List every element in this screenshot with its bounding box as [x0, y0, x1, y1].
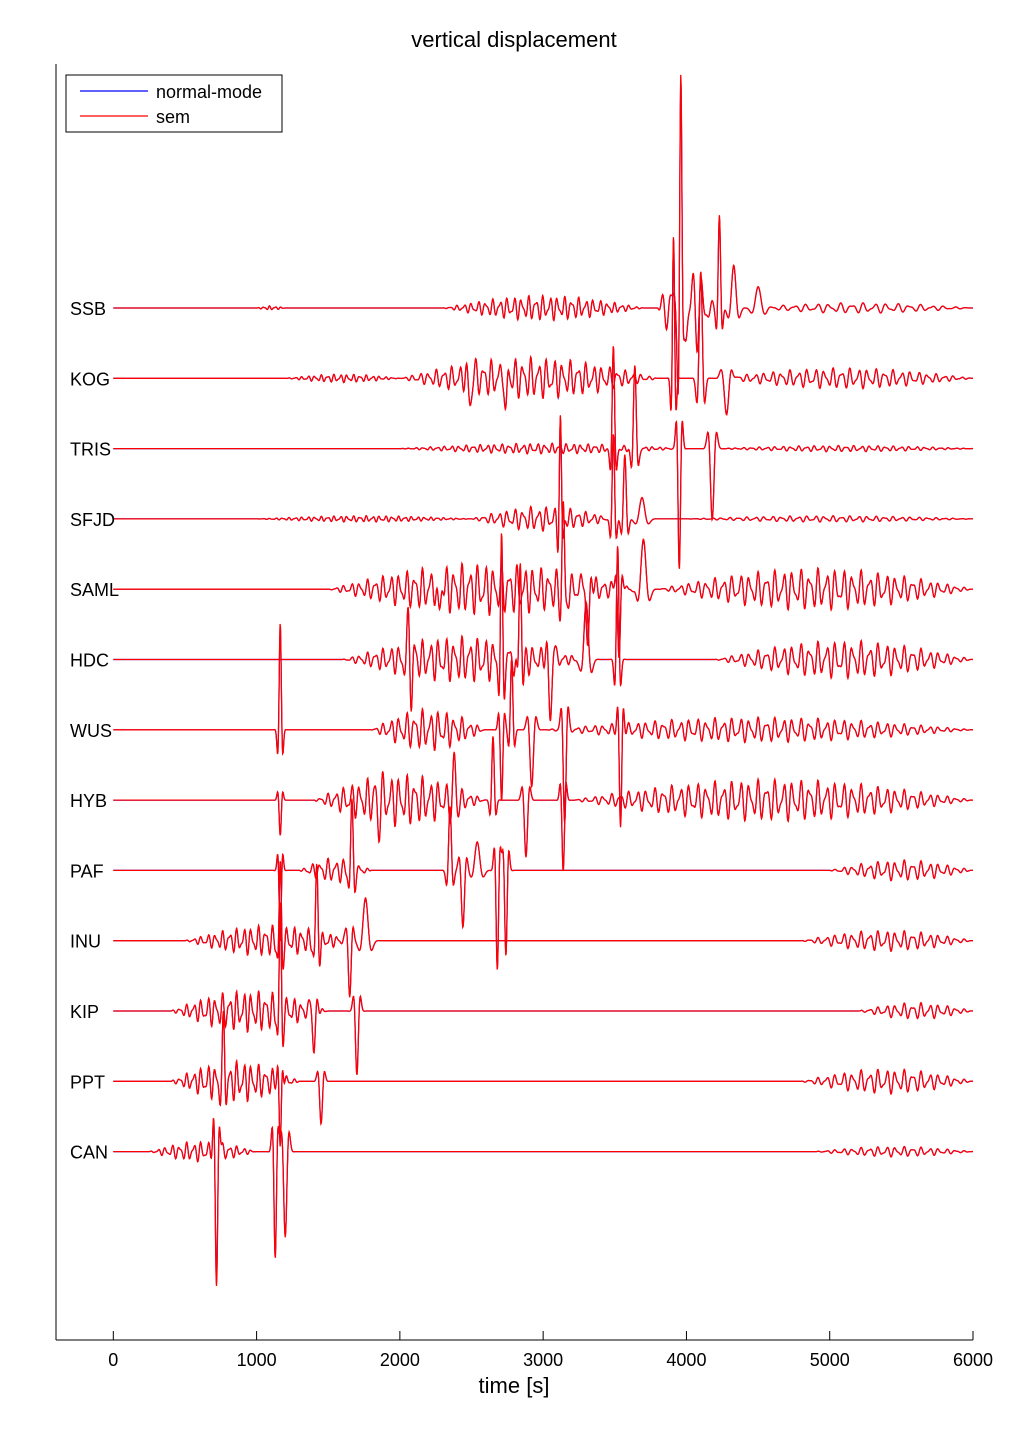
trace-ppt-normal-mode [113, 1012, 974, 1146]
x-tick-label-6000: 6000 [953, 1350, 993, 1370]
trace-hdc-normal-mode [113, 535, 974, 721]
trace-ppt-sem [113, 1010, 974, 1147]
station-label-saml: SAML [70, 580, 119, 600]
trace-paf-sem [113, 798, 974, 970]
trace-hdc-sem [113, 533, 974, 722]
station-label-kog: KOG [70, 369, 110, 389]
x-tick-label-4000: 4000 [666, 1350, 706, 1370]
axes [55, 64, 973, 1341]
x-tick-label-2000: 2000 [380, 1350, 420, 1370]
trace-wus-sem [113, 623, 974, 828]
trace-can-normal-mode [113, 1118, 974, 1284]
station-label-can: CAN [70, 1143, 108, 1163]
trace-saml-normal-mode [113, 502, 974, 657]
trace-sfjd-sem [113, 415, 973, 553]
x-tick-label-3000: 3000 [523, 1350, 563, 1370]
trace-hyb-sem [113, 736, 974, 872]
traces [113, 74, 974, 1286]
trace-tris-sem [113, 346, 974, 569]
trace-saml-sem [113, 501, 974, 658]
station-label-ppt: PPT [70, 1072, 105, 1092]
trace-sfjd-normal-mode [113, 417, 973, 553]
legend-label-normal-mode: normal-mode [156, 82, 262, 102]
x-tick-label-0: 0 [108, 1350, 118, 1370]
trace-tris-normal-mode [113, 348, 974, 567]
trace-inu-normal-mode [113, 862, 974, 997]
x-axis-label: time [s] [479, 1373, 550, 1398]
station-labels: SSB KOG TRIS SFJD SAML HDC WUS HYB PAF INU KIP PPT C… [70, 299, 119, 1163]
trace-kog-sem [113, 237, 973, 416]
legend-label-sem: sem [156, 107, 190, 127]
trace-wus-normal-mode [113, 625, 974, 826]
station-label-sfjd: SFJD [70, 510, 115, 530]
trace-can-sem [113, 1118, 974, 1286]
legend: normal-mode sem [65, 74, 283, 133]
trace-kip-sem [113, 902, 974, 1076]
chart-title: vertical displacement [411, 27, 616, 52]
trace-ssb-sem [113, 74, 974, 395]
trace-kip-normal-mode [113, 904, 974, 1074]
x-ticks: 0 1000 2000 3000 4000 5000 6000 [108, 1331, 993, 1370]
legend-box [65, 74, 283, 133]
trace-hyb-normal-mode [113, 737, 974, 870]
station-label-inu: INU [70, 932, 101, 952]
station-label-kip: KIP [70, 1002, 99, 1022]
trace-inu-sem [113, 861, 974, 998]
x-tick-label-1000: 1000 [237, 1350, 277, 1370]
station-label-tris: TRIS [70, 440, 111, 460]
x-tick-label-5000: 5000 [810, 1350, 850, 1370]
station-label-wus: WUS [70, 721, 112, 741]
station-label-paf: PAF [70, 861, 104, 881]
station-label-hyb: HYB [70, 791, 107, 811]
station-label-hdc: HDC [70, 651, 109, 671]
trace-kog-normal-mode [113, 239, 973, 416]
station-label-ssb: SSB [70, 299, 106, 319]
